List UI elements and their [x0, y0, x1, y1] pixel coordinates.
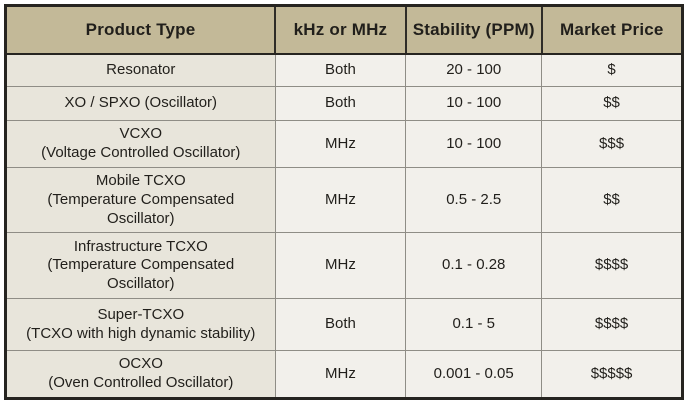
- product-cell: XO / SPXO (Oscillator): [5, 86, 276, 121]
- table-row: XO / SPXO (Oscillator) Both 10 - 100 $$: [5, 86, 683, 121]
- price-cell: $$$$: [541, 232, 683, 300]
- product-cell: VCXO (Voltage Controlled Oscillator): [5, 120, 276, 168]
- unit-cell: Both: [274, 298, 407, 352]
- price-cell: $: [541, 53, 683, 87]
- product-comparison-table: Product Type kHz or MHz Stability (PPM) …: [4, 4, 684, 400]
- product-name: Mobile TCXO: [95, 172, 186, 189]
- product-cell: Resonator: [5, 53, 276, 87]
- table-row: Infrastructure TCXO (Temperature Compens…: [5, 232, 683, 300]
- product-description: (Temperature Compensated Oscillator): [47, 190, 235, 227]
- stability-cell: 20 - 100: [405, 53, 543, 87]
- table-row: VCXO (Voltage Controlled Oscillator) MHz…: [5, 120, 683, 168]
- stability-cell: 10 - 100: [405, 120, 543, 168]
- column-header-market-price: Market Price: [540, 5, 684, 55]
- stability-cell: 10 - 100: [405, 86, 543, 121]
- price-cell: $$$$: [541, 298, 683, 352]
- product-cell: Infrastructure TCXO (Temperature Compens…: [5, 232, 276, 300]
- column-header-product-type: Product Type: [4, 5, 277, 55]
- product-name: Infrastructure TCXO: [73, 237, 208, 255]
- product-cell: Super-TCXO (TCXO with high dynamic stabi…: [5, 298, 276, 352]
- stability-cell: 0.1 - 0.28: [405, 232, 543, 300]
- table-row: Super-TCXO (TCXO with high dynamic stabi…: [5, 298, 683, 352]
- price-cell: $$: [541, 166, 683, 234]
- table-row: Mobile TCXO (Temperature Compensated Osc…: [5, 166, 683, 234]
- unit-cell: MHz: [274, 350, 407, 399]
- unit-cell: MHz: [274, 232, 407, 300]
- price-cell: $$$$$: [541, 350, 683, 399]
- column-header-stability-ppm: Stability (PPM): [404, 5, 543, 55]
- stability-cell: 0.001 - 0.05: [405, 350, 543, 399]
- header-row: Product Type kHz or MHz Stability (PPM) …: [4, 5, 684, 55]
- product-name: Super-TCXO: [97, 306, 185, 323]
- unit-cell: MHz: [274, 166, 407, 234]
- product-description: (TCXO with high dynamic stability): [26, 324, 256, 342]
- product-name: Resonator: [106, 60, 176, 78]
- price-cell: $$$: [541, 120, 683, 168]
- column-header-khz-or-mhz: kHz or MHz: [274, 5, 407, 55]
- unit-cell: Both: [274, 86, 407, 121]
- table-header: Product Type kHz or MHz Stability (PPM) …: [4, 5, 684, 55]
- table-row: OCXO (Oven Controlled Oscillator) MHz 0.…: [5, 350, 683, 399]
- table-row: Resonator Both 20 - 100 $: [5, 53, 683, 87]
- product-description: (Temperature Compensated Oscillator): [47, 256, 235, 293]
- product-description: (Oven Controlled Oscillator): [48, 374, 234, 391]
- product-cell: Mobile TCXO (Temperature Compensated Osc…: [5, 166, 276, 234]
- stability-cell: 0.5 - 2.5: [405, 166, 543, 234]
- unit-cell: Both: [274, 53, 407, 87]
- table-body: Resonator Both 20 - 100 $ XO / SPXO (Osc…: [5, 53, 683, 399]
- product-name: VCXO: [119, 125, 163, 143]
- product-description: (Voltage Controlled Oscillator): [41, 144, 241, 161]
- price-cell: $$: [541, 86, 683, 121]
- stability-cell: 0.1 - 5: [405, 298, 543, 352]
- product-cell: OCXO (Oven Controlled Oscillator): [5, 350, 276, 399]
- product-name: XO / SPXO (Oscillator): [64, 94, 218, 112]
- unit-cell: MHz: [274, 120, 407, 168]
- product-name: OCXO: [118, 355, 163, 373]
